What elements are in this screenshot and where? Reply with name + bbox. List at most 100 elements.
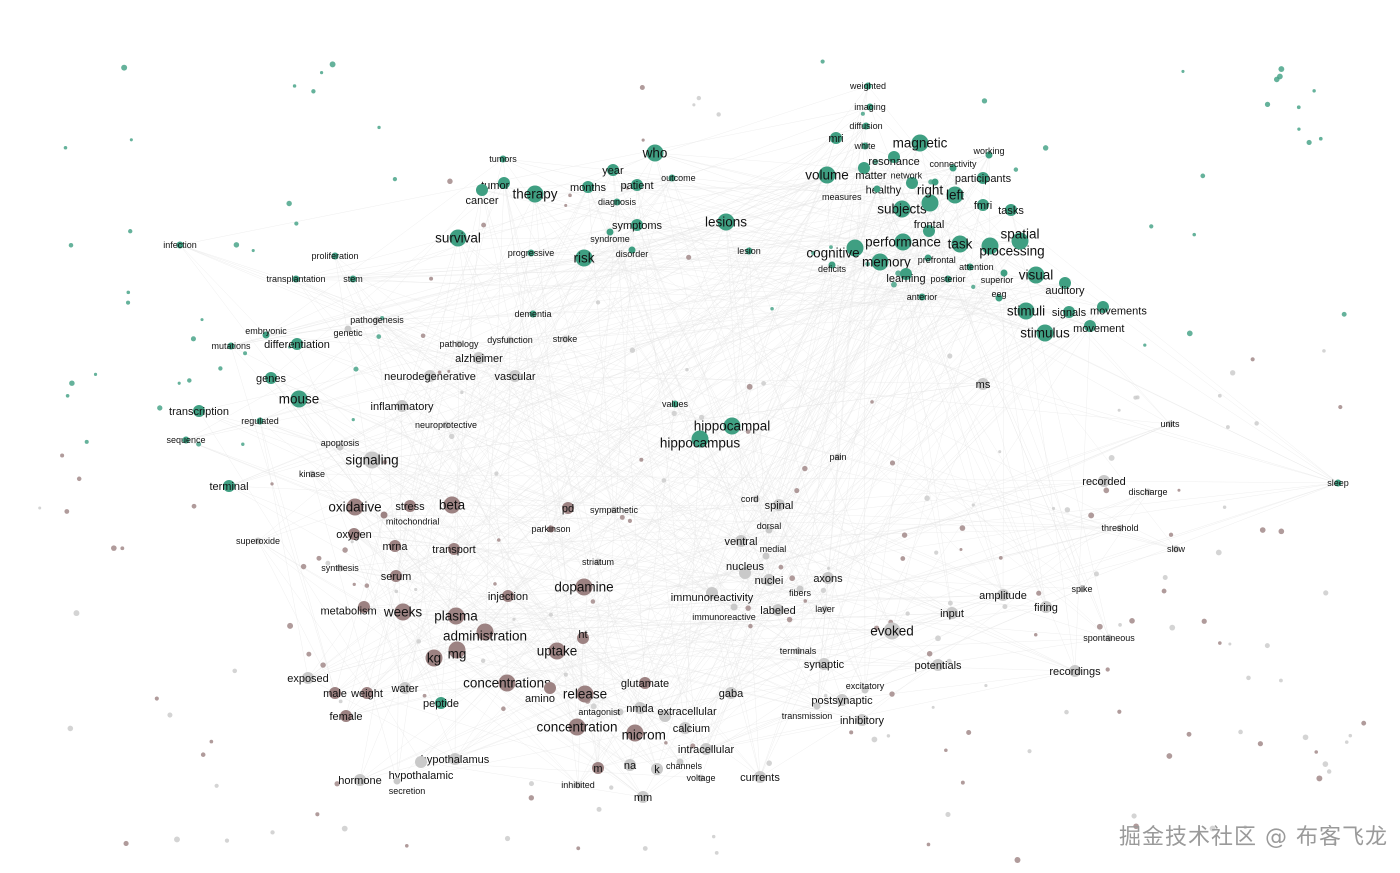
node-circle[interactable] <box>628 246 636 254</box>
node-uptake[interactable]: uptake <box>537 642 578 660</box>
node-circle[interactable] <box>918 293 926 301</box>
node-circle[interactable] <box>1036 324 1054 342</box>
node-nmda[interactable]: nmda <box>626 702 655 715</box>
node-circle[interactable] <box>796 585 804 593</box>
node-weighted[interactable]: weighted <box>849 81 886 91</box>
node-kinase[interactable]: kinase <box>299 469 325 479</box>
node-circle[interactable] <box>659 710 671 722</box>
node-deficits[interactable]: deficits <box>818 261 847 275</box>
node-circle[interactable] <box>946 186 964 204</box>
node-circle[interactable] <box>873 185 881 193</box>
node-sequence[interactable]: sequence <box>166 435 205 445</box>
node-circle[interactable] <box>358 601 370 613</box>
node-circle[interactable] <box>1063 306 1075 318</box>
node-participants[interactable]: participants <box>955 172 1012 185</box>
node-medial[interactable]: medial <box>760 544 787 560</box>
node-superoxide[interactable]: superoxide <box>236 536 280 546</box>
node-circle[interactable] <box>861 142 869 150</box>
node-inhibitory[interactable]: inhibitory <box>840 714 885 727</box>
node-auditory[interactable]: auditory <box>1045 277 1085 297</box>
node-circle[interactable] <box>1334 479 1342 487</box>
node-circle[interactable] <box>363 451 381 469</box>
node-signals[interactable]: signals <box>1052 306 1087 319</box>
node-layer[interactable]: layer <box>815 604 835 614</box>
node-circle[interactable] <box>473 352 485 364</box>
node-na[interactable]: na <box>624 759 637 772</box>
node-resonance[interactable]: resonance <box>868 151 920 168</box>
node-circle[interactable] <box>193 405 205 417</box>
node-performance[interactable]: performance <box>865 233 941 251</box>
node-circle[interactable] <box>944 275 952 283</box>
node-circle[interactable] <box>834 453 842 461</box>
node-circle[interactable] <box>547 525 555 533</box>
node-learning[interactable]: learning <box>886 268 926 285</box>
node-circle[interactable] <box>1144 488 1152 496</box>
node-eeg[interactable]: eeg <box>991 289 1007 302</box>
node-circle[interactable] <box>745 247 753 255</box>
node-posterior[interactable]: posterior <box>930 274 965 284</box>
node-spinal[interactable]: spinal <box>765 499 794 512</box>
node-circle[interactable] <box>977 199 989 211</box>
node-circle[interactable] <box>389 540 401 552</box>
node-plasma[interactable]: plasma <box>434 607 478 625</box>
node-immunoreactive[interactable]: immunoreactive <box>692 603 756 623</box>
node-channels[interactable]: channels <box>666 758 703 772</box>
node-recordings[interactable]: recordings <box>1049 665 1101 678</box>
node-white[interactable]: white <box>853 141 875 151</box>
node-circle[interactable] <box>254 537 262 545</box>
node-circle[interactable] <box>861 686 869 694</box>
node-connectivity[interactable]: connectivity <box>929 159 977 172</box>
node-m[interactable]: m <box>592 762 604 775</box>
node-secretion[interactable]: secretion <box>389 777 426 797</box>
node-transport[interactable]: transport <box>432 543 476 556</box>
node-circle[interactable] <box>822 572 834 584</box>
node-circle[interactable] <box>1078 585 1086 593</box>
node-circle[interactable] <box>723 417 741 435</box>
node-hypothalamic[interactable]: hypothalamic <box>389 756 454 782</box>
node-circle[interactable] <box>763 574 775 586</box>
node-values[interactable]: values <box>662 399 689 409</box>
node-circle[interactable] <box>752 495 760 503</box>
node-tasks[interactable]: tasks <box>998 204 1024 217</box>
node-circle[interactable] <box>691 430 709 448</box>
node-circle[interactable] <box>651 763 663 775</box>
node-circle[interactable] <box>985 151 993 159</box>
node-circle[interactable] <box>646 144 664 162</box>
node-amplitude[interactable]: amplitude <box>979 589 1027 602</box>
node-water[interactable]: water <box>391 682 419 695</box>
node-pathogenesis[interactable]: pathogenesis <box>350 315 404 325</box>
node-transmission[interactable]: transmission <box>782 702 833 722</box>
node-circle[interactable] <box>1098 475 1110 487</box>
node-units[interactable]: units <box>1160 419 1180 429</box>
node-circle[interactable] <box>607 164 619 176</box>
node-circle[interactable] <box>921 194 939 212</box>
node-lesions[interactable]: lesions <box>705 213 747 231</box>
node-circle[interactable] <box>1011 232 1029 250</box>
node-spontaneous[interactable]: spontaneous <box>1083 633 1135 643</box>
node-release[interactable]: release <box>563 685 607 703</box>
node-administration[interactable]: administration <box>443 623 527 644</box>
node-terminals[interactable]: terminals <box>780 646 817 656</box>
node-movements[interactable]: movements <box>1090 301 1147 317</box>
node-circle[interactable] <box>529 310 537 318</box>
node-circle[interactable] <box>773 499 785 511</box>
node-circle[interactable] <box>931 178 939 186</box>
node-therapy[interactable]: therapy <box>512 185 558 203</box>
node-circle[interactable] <box>548 642 566 660</box>
node-mri[interactable]: mri <box>828 132 844 145</box>
node-who[interactable]: who <box>642 144 668 162</box>
node-circle[interactable] <box>1027 266 1045 284</box>
node-circle[interactable] <box>498 177 510 189</box>
node-fibers[interactable]: fibers <box>789 585 812 599</box>
node-circle[interactable] <box>1084 320 1096 332</box>
node-synthesis[interactable]: synthesis <box>321 563 359 573</box>
node-peptide[interactable]: peptide <box>423 697 459 710</box>
node-circle[interactable] <box>574 781 582 789</box>
node-slow[interactable]: slow <box>1167 544 1186 554</box>
node-circle[interactable] <box>725 687 737 699</box>
node-circle[interactable] <box>527 249 535 257</box>
node-circle[interactable] <box>447 607 465 625</box>
node-circle[interactable] <box>836 694 848 706</box>
node-circle[interactable] <box>424 370 436 382</box>
node-immunoreactivity[interactable]: immunoreactivity <box>671 587 754 604</box>
